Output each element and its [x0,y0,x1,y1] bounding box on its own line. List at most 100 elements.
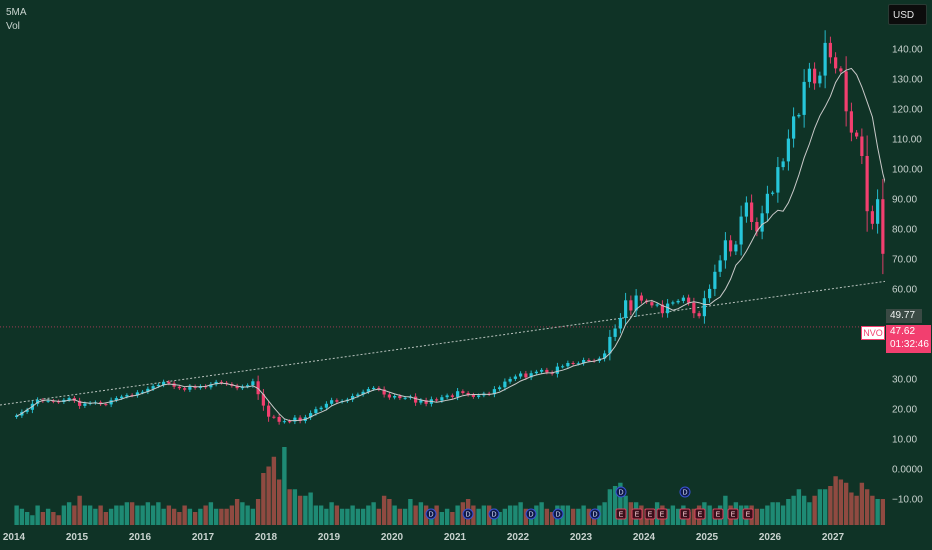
volume-bar [72,505,77,525]
volume-bar [303,495,308,525]
price-axis-label: 30.00 [892,374,918,386]
earnings-marker[interactable]: E [712,508,724,520]
dividend-marker[interactable]: D [589,508,601,520]
time-axis-label: 2025 [695,532,719,543]
volume-bar [586,508,592,525]
candle-body [335,400,339,402]
candle-body [183,388,187,390]
candle-body [681,297,685,301]
earnings-marker[interactable]: E [727,508,739,520]
candle-body [440,397,444,401]
volume-bar [82,505,88,525]
candle-body [660,304,664,314]
candle-body [582,360,586,364]
earnings-marker[interactable]: E [656,508,668,520]
candle-body [613,328,617,337]
earnings-marker[interactable]: E [644,508,656,520]
candle-body [214,381,218,385]
candle-body [450,395,454,397]
volume-bar [838,479,844,525]
candle-body [209,384,213,388]
candle-body [104,404,108,406]
candle-body [781,161,785,168]
volume-bar [707,505,712,525]
candle-body [382,389,386,395]
volume-bar [119,505,124,525]
candle-body [692,302,696,314]
volume-bar [450,512,455,525]
volume-bar [791,495,796,525]
trend-line[interactable] [0,280,885,406]
price-chart[interactable] [0,0,885,525]
candle-body [555,366,559,374]
price-axis-label: 120.00 [892,104,923,116]
volume-bar [93,508,98,525]
candle-body [246,385,250,387]
earnings-marker[interactable]: E [615,508,627,520]
earnings-marker[interactable]: E [694,508,706,520]
candle-body [576,363,580,365]
volume-bar [612,486,618,525]
volume-bar [807,502,812,525]
candle-body [650,302,654,306]
volume-bar [24,512,30,525]
volume-bar [602,502,607,525]
volume-bar [108,508,114,525]
volume-bar [775,502,781,525]
earnings-marker[interactable]: E [742,508,754,520]
dividend-marker[interactable]: D [615,486,627,498]
earnings-marker[interactable]: E [679,508,691,520]
time-axis-label: 2018 [254,532,278,543]
earnings-marker[interactable]: E [631,508,643,520]
candle-body [566,363,570,367]
volume-bar [455,505,460,525]
volume-legend[interactable]: Vol [6,21,20,32]
candle-body [881,199,885,254]
volume-bar [859,482,865,525]
volume-bar [786,499,791,525]
volume-bar [628,502,634,525]
dividend-marker[interactable]: D [462,508,474,520]
volume-bar [229,505,235,525]
time-axis-label: 2026 [758,532,782,543]
candle-body [141,391,145,393]
volume-bar [30,515,35,525]
candle-body [319,407,323,410]
candle-body [277,417,281,422]
candle-body [618,318,622,329]
dividend-marker[interactable]: D [525,508,537,520]
symbol-tag[interactable]: NVO [861,326,885,340]
candle-body [456,391,460,397]
ma-legend[interactable]: 5MA [6,7,27,18]
dividend-marker[interactable]: D [488,508,500,520]
volume-bar [66,502,72,525]
candle-body [251,381,255,386]
price-axis-label: 10.00 [892,434,918,446]
candle-body [545,369,549,373]
dividend-marker[interactable]: D [552,508,564,520]
volume-bar [366,505,371,525]
volume-bar [161,508,166,525]
volume-bar [497,512,502,525]
dividend-marker[interactable]: D [679,486,691,498]
volume-bar [371,502,376,525]
volume-bar [156,502,161,525]
currency-button[interactable]: USD [888,4,927,25]
candle-body [151,386,155,389]
volume-bar [261,473,266,525]
volume-bar [266,466,271,525]
candle-body [697,313,701,317]
candle-body [865,156,869,212]
candle-body [162,381,166,385]
candle-body [655,304,659,306]
candle-body [828,42,832,58]
volume-bar [754,508,760,525]
candle-body [309,413,313,418]
volume-bar [45,508,51,525]
dividend-marker[interactable]: D [425,508,437,520]
volume-bar [875,499,880,525]
candle-body [786,138,790,162]
candle-body [167,381,171,384]
volume-bar [240,502,245,525]
